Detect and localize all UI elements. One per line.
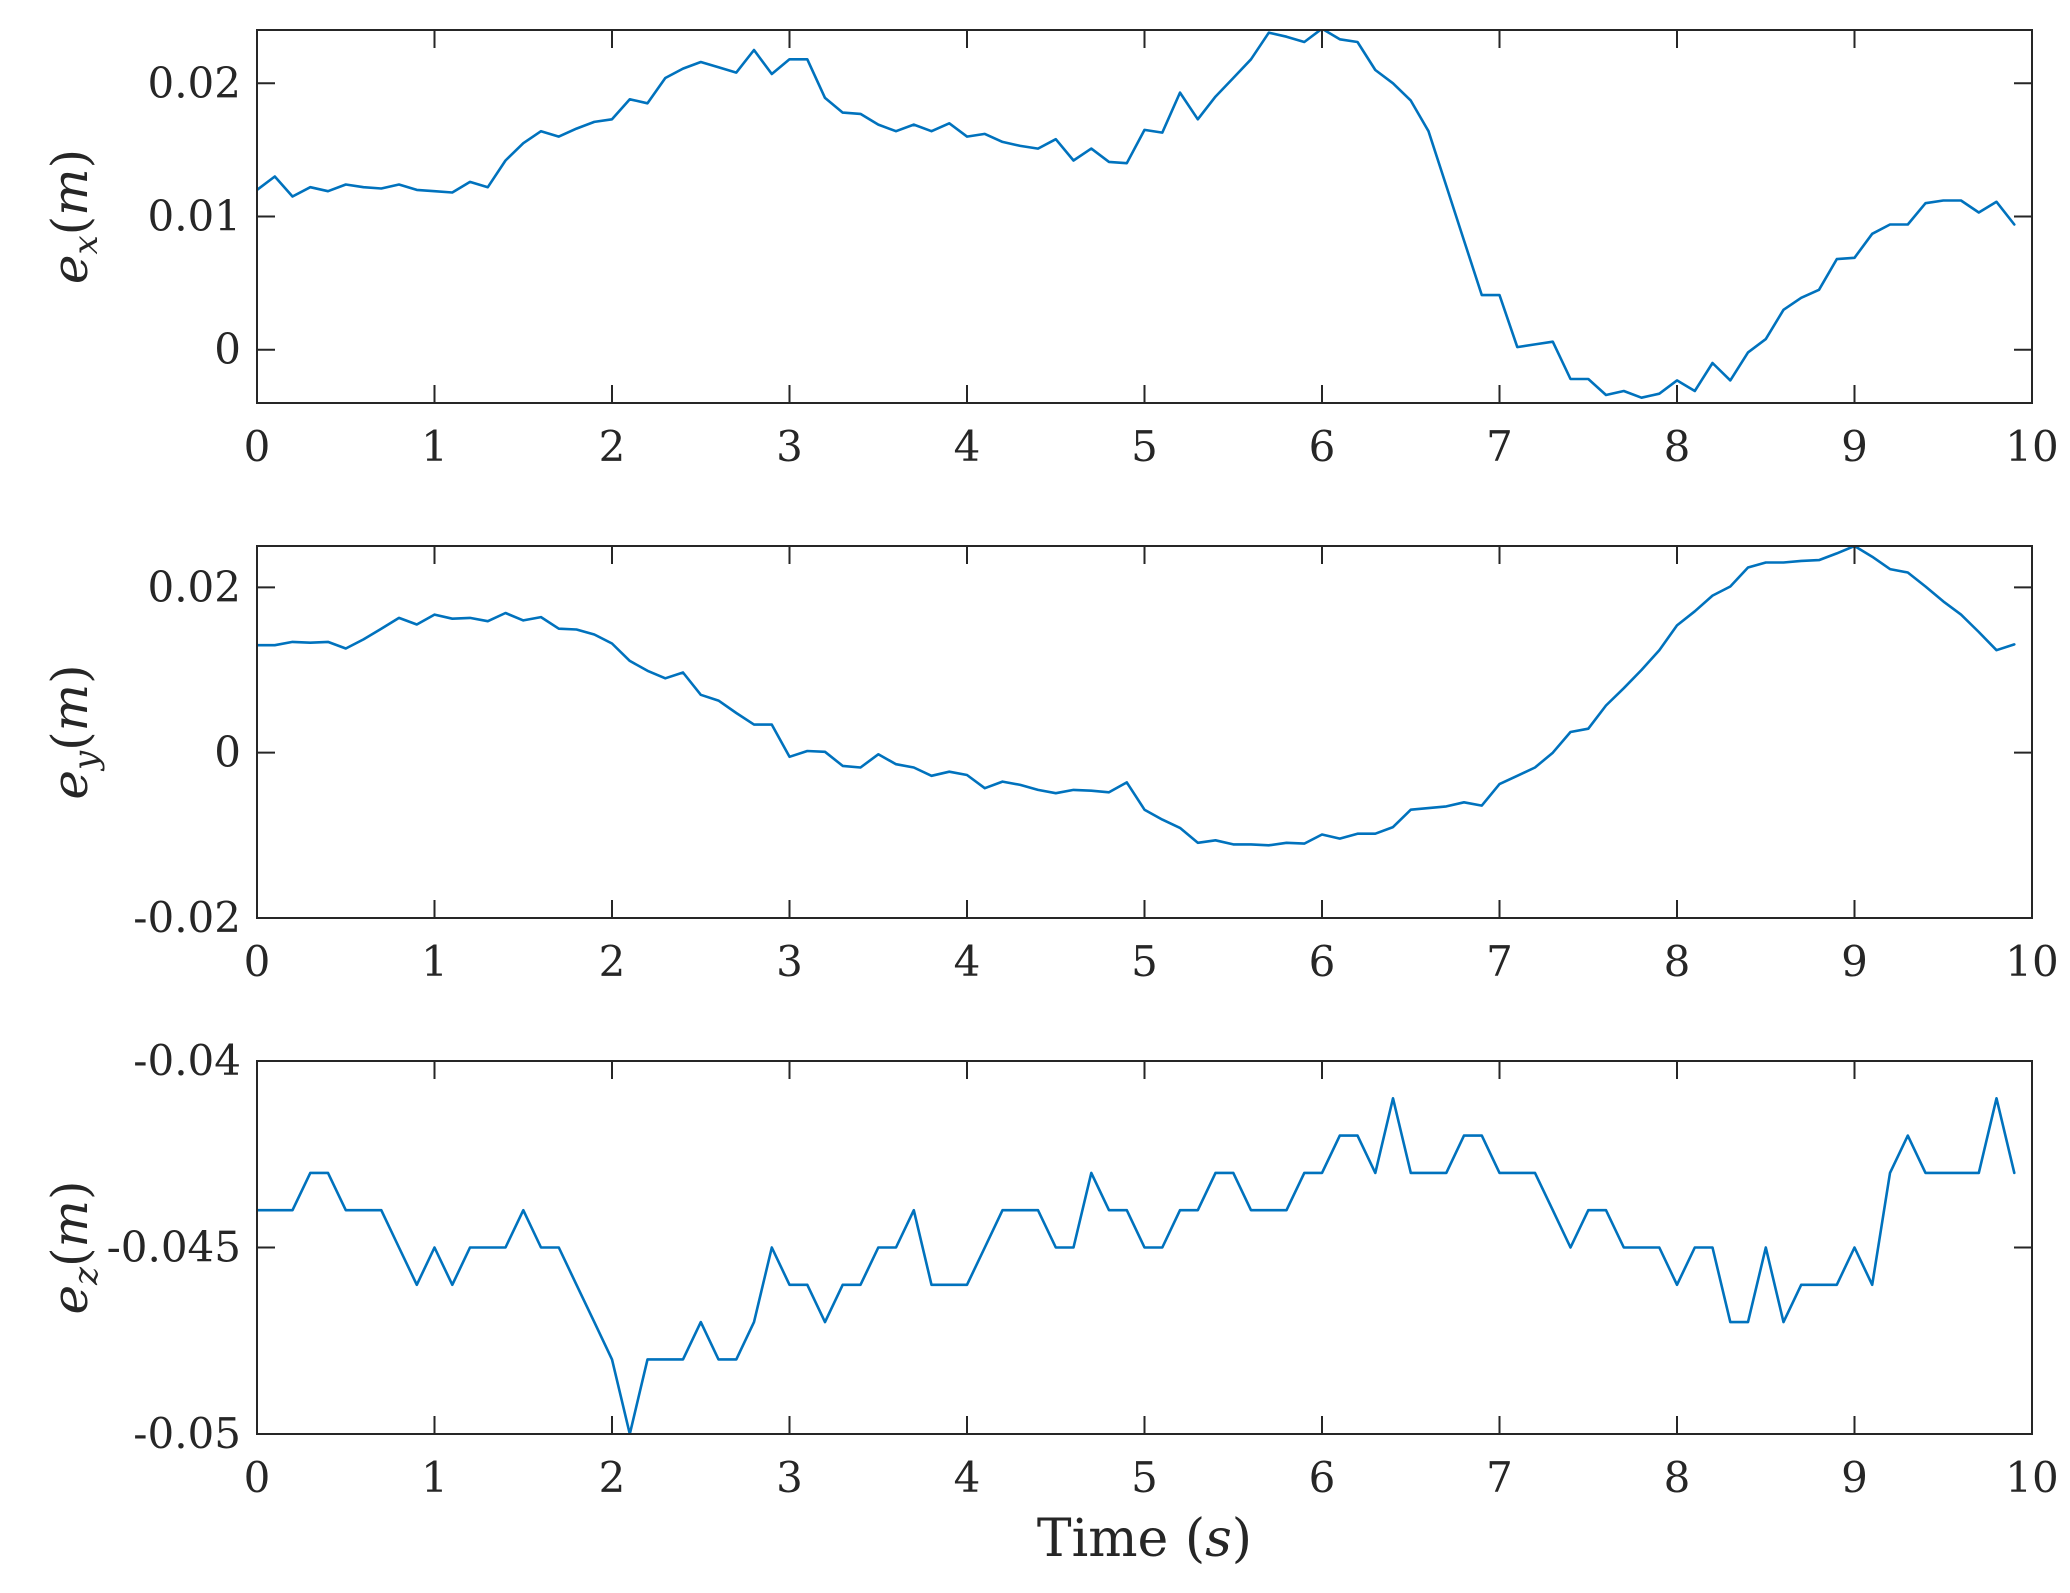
series-line-1-1	[257, 30, 2016, 400]
x-tick-label: 10	[2005, 1453, 2058, 1502]
x-tick-label: 9	[1841, 1453, 1868, 1502]
x-tick-label: 4	[954, 1453, 981, 1502]
x-tick-label: 1	[421, 422, 448, 471]
x-tick-label: 4	[954, 422, 981, 471]
x-tick-label: 5	[1131, 422, 1158, 471]
x-tick-label: 4	[954, 937, 981, 986]
axes-box	[256, 545, 2033, 919]
x-tick-label: 7	[1486, 422, 1513, 471]
x-tick-label: 9	[1841, 937, 1868, 986]
x-tick-label: 2	[599, 937, 626, 986]
x-tick-label: 5	[1131, 937, 1158, 986]
x-tick-label: 7	[1486, 937, 1513, 986]
x-tick-label: 8	[1664, 937, 1691, 986]
y-axis-paren-open: (	[41, 216, 99, 236]
series-line-2-1	[257, 546, 2016, 847]
panel-1: 0 1 2 3 4 5 6 7 8 9 10 0 0.01 0.02 ex(m)	[41, 29, 2059, 471]
y-axis-var: e	[41, 770, 99, 800]
y-tick-label: 0	[214, 728, 241, 777]
x-tick-label: 5	[1131, 1453, 1158, 1502]
y-tick-label: -0.02	[133, 893, 241, 942]
y-axis-sub: z	[66, 1266, 106, 1286]
x-tick-label: 0	[244, 1453, 271, 1502]
y-tick-label: 0.02	[147, 58, 241, 107]
y-axis-paren-open: (	[41, 1247, 99, 1267]
x-tick-label: 3	[776, 937, 803, 986]
y-axis-label: ey(m)	[41, 664, 106, 799]
x-axis-paren-close: )	[1232, 1509, 1252, 1569]
y-axis-paren-open: (	[41, 731, 99, 751]
y-axis-paren-close: )	[41, 149, 99, 169]
y-axis-label: ex(m)	[41, 149, 106, 284]
x-axis-text: Time (	[1037, 1509, 1205, 1569]
y-axis-var: e	[41, 1285, 99, 1315]
x-tick-label: 8	[1664, 1453, 1691, 1502]
x-tick-label: 0	[244, 422, 271, 471]
x-tick-label: 10	[2005, 422, 2058, 471]
y-tick-label: -0.05	[133, 1409, 241, 1458]
y-axis-sub: x	[66, 235, 106, 254]
y-axis-paren-close: )	[41, 664, 99, 684]
y-tick-label: 0.02	[147, 562, 241, 611]
x-tick-label: 3	[776, 422, 803, 471]
y-axis-unit: m	[41, 168, 99, 215]
y-tick-label: -0.045	[107, 1223, 241, 1272]
x-axis-unit: s	[1205, 1509, 1232, 1569]
y-axis-var: e	[41, 255, 99, 285]
axes-box	[256, 29, 2033, 404]
x-tick-label: 2	[599, 1453, 626, 1502]
x-axis-label: Time (s)	[1037, 1509, 1252, 1569]
y-axis-sub: y	[66, 750, 106, 772]
x-tick-label: 6	[1309, 937, 1336, 986]
x-tick-label: 2	[599, 422, 626, 471]
y-tick-label: -0.04	[133, 1036, 241, 1085]
x-tick-label: 6	[1309, 1453, 1336, 1502]
x-tick-label: 9	[1841, 422, 1868, 471]
y-axis-unit: m	[41, 684, 99, 731]
y-axis-paren-close: )	[41, 1181, 99, 1201]
x-tick-label: 3	[776, 1453, 803, 1502]
x-tick-label: 1	[421, 937, 448, 986]
x-tick-label: 8	[1664, 422, 1691, 471]
x-tick-label: 6	[1309, 422, 1336, 471]
x-tick-label: 7	[1486, 1453, 1513, 1502]
y-tick-label: 0	[214, 325, 241, 374]
y-axis-label: ez(m)	[41, 1181, 106, 1315]
x-tick-label: 1	[421, 1453, 448, 1502]
y-axis-unit: m	[41, 1200, 99, 1247]
series-line-3-1	[257, 1097, 2016, 1434]
x-tick-label: 0	[244, 937, 271, 986]
y-tick-label: 0.01	[147, 192, 241, 241]
x-tick-label: 10	[2005, 937, 2058, 986]
